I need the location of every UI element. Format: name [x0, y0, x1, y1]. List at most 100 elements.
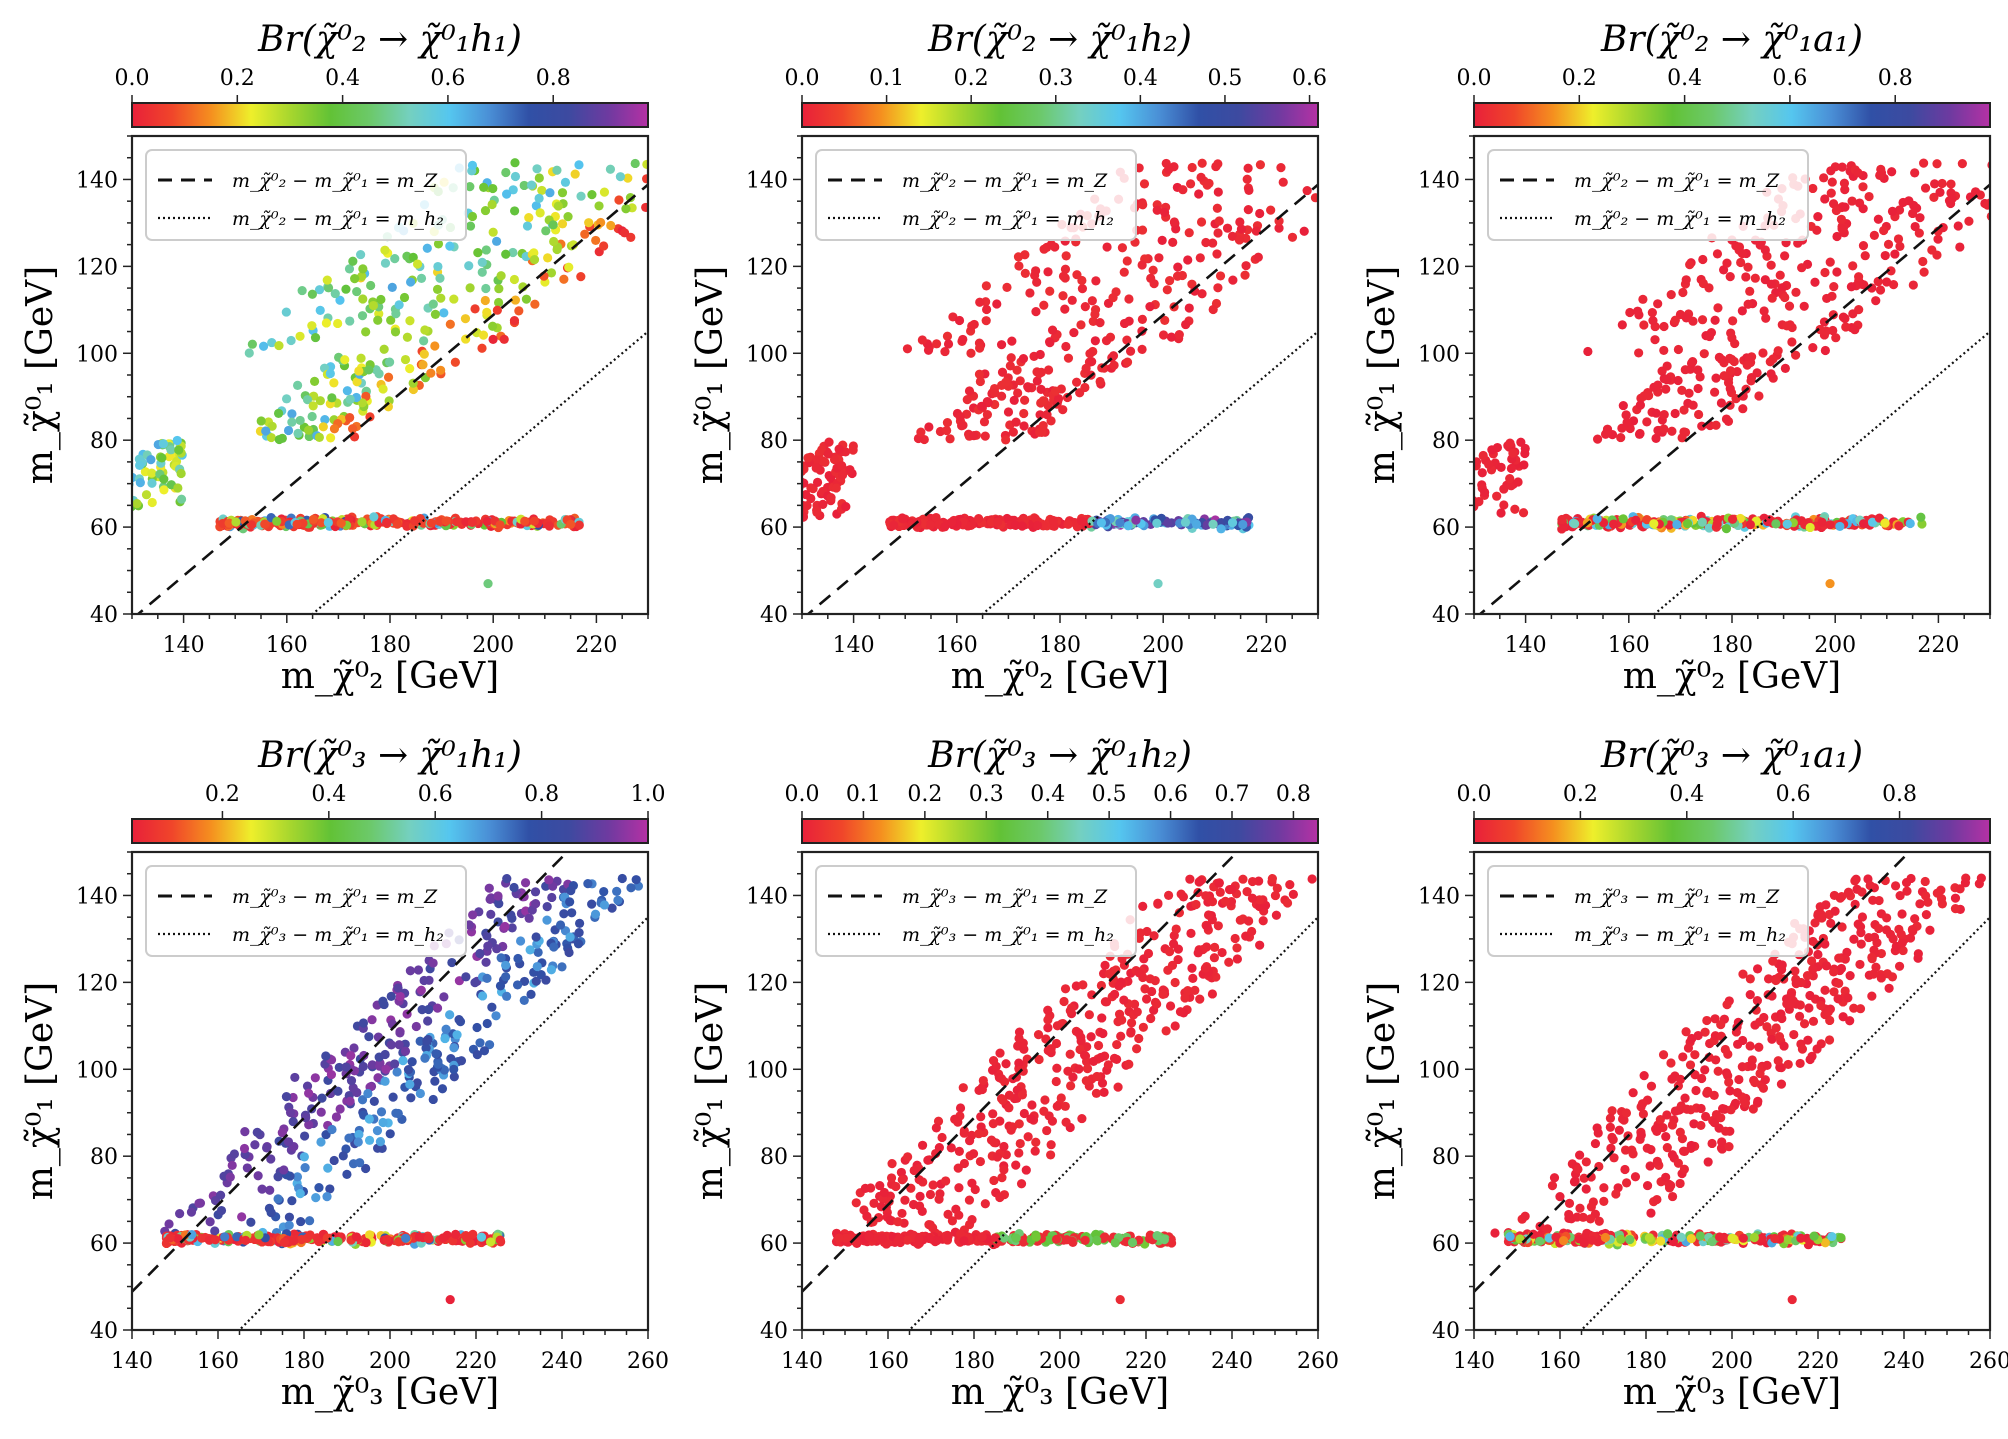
data-point	[1850, 899, 1860, 909]
data-point	[1745, 286, 1755, 296]
data-point	[250, 1140, 260, 1150]
colorbar-tick-label: 1.0	[631, 782, 666, 807]
data-point	[917, 1140, 928, 1150]
data-point	[1836, 214, 1847, 224]
data-point	[1066, 1081, 1076, 1091]
y-tick-label: 140	[1418, 168, 1460, 193]
data-point	[535, 208, 545, 218]
data-point	[1670, 408, 1680, 419]
data-point	[1826, 166, 1836, 176]
data-point	[758, 496, 767, 505]
data-point	[522, 221, 533, 231]
data-point	[378, 1117, 388, 1128]
data-point	[1750, 1077, 1760, 1088]
data-point	[823, 449, 833, 459]
data-point	[281, 1092, 292, 1102]
data-point	[393, 1108, 403, 1119]
data-point	[1776, 965, 1787, 975]
data-point	[445, 319, 455, 329]
data-point	[1636, 1130, 1646, 1140]
colorbar	[131, 818, 649, 844]
data-point	[548, 220, 558, 230]
data-point	[494, 284, 504, 294]
data-point	[1451, 481, 1460, 490]
legend: m_χ̃⁰₃ − m_χ̃⁰₁ = m_Zm_χ̃⁰₃ − m_χ̃⁰₁ = m…	[1487, 865, 1809, 957]
data-point	[1213, 921, 1223, 931]
data-point	[1693, 383, 1703, 394]
data-point	[869, 1198, 879, 1208]
data-point	[1918, 256, 1928, 267]
data-point	[1779, 1041, 1789, 1051]
data-point	[1143, 948, 1154, 959]
data-point	[1110, 989, 1120, 999]
data-point	[1023, 1132, 1033, 1142]
data-point	[1080, 301, 1090, 312]
data-point	[1282, 898, 1293, 908]
data-point	[1871, 296, 1881, 306]
data-point	[1480, 487, 1490, 497]
data-point	[1880, 250, 1890, 261]
legend-label: m_χ̃⁰₂ − m_χ̃⁰₁ = m_Z	[232, 170, 438, 192]
data-point	[1227, 884, 1237, 894]
data-point	[941, 1176, 951, 1186]
data-point	[1154, 253, 1164, 263]
data-point	[111, 471, 120, 480]
data-point	[1222, 223, 1233, 233]
data-point	[1727, 1233, 1737, 1243]
data-point	[347, 424, 358, 434]
data-point	[1681, 1027, 1691, 1037]
data-point	[175, 1209, 185, 1219]
x-tick-label: 200	[369, 1349, 411, 1374]
mh2-line	[907, 916, 1318, 1330]
data-point	[1725, 1086, 1735, 1096]
data-point	[1214, 216, 1224, 226]
data-point	[553, 201, 563, 211]
data-point	[1855, 959, 1865, 970]
data-point	[1761, 313, 1771, 323]
data-point	[1773, 1056, 1783, 1066]
data-point	[483, 941, 493, 951]
data-point	[1684, 388, 1694, 398]
scatter-points	[831, 874, 1317, 1305]
data-point	[981, 316, 991, 326]
data-point	[1122, 335, 1132, 345]
data-point	[1848, 309, 1858, 319]
data-point	[1711, 373, 1721, 383]
data-point	[279, 1237, 290, 1247]
data-point	[1100, 997, 1111, 1007]
x-tick-label: 160	[867, 1349, 909, 1374]
data-point	[483, 578, 493, 589]
data-point	[837, 470, 848, 480]
data-point	[1594, 1216, 1604, 1226]
data-point	[1725, 366, 1736, 376]
data-point	[405, 1079, 415, 1089]
data-point	[980, 431, 990, 441]
data-point	[445, 1010, 455, 1020]
data-point	[1755, 1017, 1765, 1027]
data-point	[982, 410, 992, 420]
data-point	[615, 172, 626, 182]
data-point	[641, 202, 648, 213]
data-point	[1748, 1104, 1758, 1114]
x-tick-label: 180	[953, 1349, 995, 1374]
data-point	[210, 1235, 220, 1245]
y-axis-label: m_χ̃⁰₁ [GeV]	[20, 266, 61, 484]
data-point	[1153, 578, 1163, 589]
data-point	[157, 453, 167, 463]
data-point	[1462, 491, 1471, 500]
data-point	[333, 318, 343, 329]
data-point	[1163, 165, 1174, 175]
data-point	[1415, 510, 1424, 519]
data-point	[1716, 1113, 1726, 1123]
data-point	[1039, 300, 1049, 310]
data-point	[555, 920, 566, 930]
data-point	[1824, 1035, 1835, 1045]
colorbar	[801, 818, 1319, 844]
data-point	[1220, 896, 1231, 906]
data-point	[1676, 1101, 1686, 1111]
x-tick-label: 140	[1453, 1349, 1495, 1374]
data-point	[173, 483, 183, 493]
data-point	[1888, 934, 1898, 944]
data-point	[937, 1132, 947, 1143]
data-point	[1254, 895, 1265, 905]
